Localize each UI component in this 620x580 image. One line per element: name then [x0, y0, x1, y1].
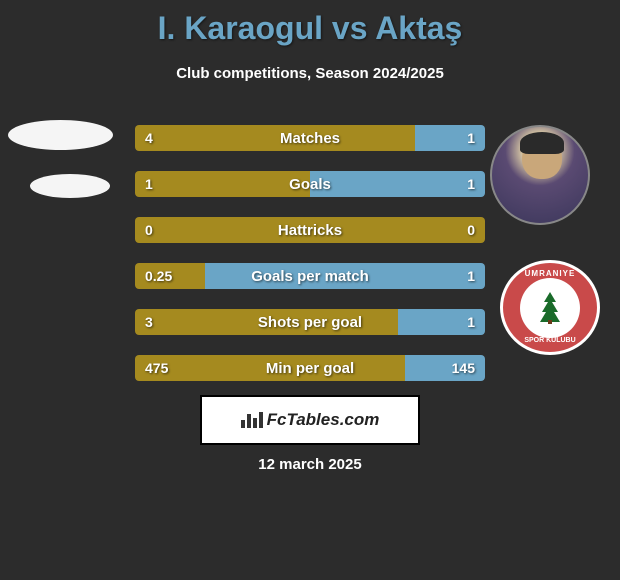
bars-icon [241, 412, 263, 428]
stat-value-right: 1 [467, 176, 475, 192]
stat-value-right: 1 [467, 130, 475, 146]
player-left-avatar [8, 120, 113, 225]
stat-label: Goals [135, 176, 485, 193]
stat-value-left: 3 [145, 314, 153, 330]
stat-value-right: 0 [467, 222, 475, 238]
stat-label: Min per goal [135, 360, 485, 377]
club-logo-text-top: UMRANIYE [525, 269, 576, 278]
stat-row: Goals1 1 [135, 171, 485, 197]
player-right-avatar [490, 125, 590, 225]
stat-value-left: 0 [145, 222, 153, 238]
avatar-placeholder-shape [30, 174, 110, 198]
stat-value-right: 145 [452, 360, 475, 376]
comparison-subtitle: Club competitions, Season 2024/2025 [0, 65, 620, 82]
avatar-placeholder-shape [8, 120, 113, 150]
stat-label: Goals per match [135, 268, 485, 285]
club-logo-text-bot: SPOR KULUBU [524, 337, 575, 344]
stat-label: Hattricks [135, 222, 485, 239]
comparison-title: I. Karaogul vs Aktaş [0, 0, 620, 47]
stat-value-left: 0.25 [145, 268, 172, 284]
stat-label: Shots per goal [135, 314, 485, 331]
stat-value-right: 1 [467, 314, 475, 330]
footer-brand-text: FcTables.com [267, 410, 380, 430]
stat-value-left: 1 [145, 176, 153, 192]
fctables-badge: FcTables.com [200, 395, 420, 445]
stat-row: Hattricks0 0 [135, 217, 485, 243]
stat-row: Min per goal475 145 [135, 355, 485, 381]
stat-value-right: 1 [467, 268, 475, 284]
stat-row: Matches4 1 [135, 125, 485, 151]
stat-row: Goals per match0.25 1 [135, 263, 485, 289]
stat-row: Shots per goal3 1 [135, 309, 485, 335]
club-logo: UMRANIYE SPOR KULUBU [500, 260, 600, 355]
stat-label: Matches [135, 130, 485, 147]
club-logo-tree-icon [520, 278, 580, 338]
stat-value-left: 4 [145, 130, 153, 146]
comparison-date: 12 march 2025 [0, 456, 620, 473]
stats-bars-container: Matches41Goals11Hattricks00Goals per mat… [135, 125, 485, 401]
stat-value-left: 475 [145, 360, 168, 376]
